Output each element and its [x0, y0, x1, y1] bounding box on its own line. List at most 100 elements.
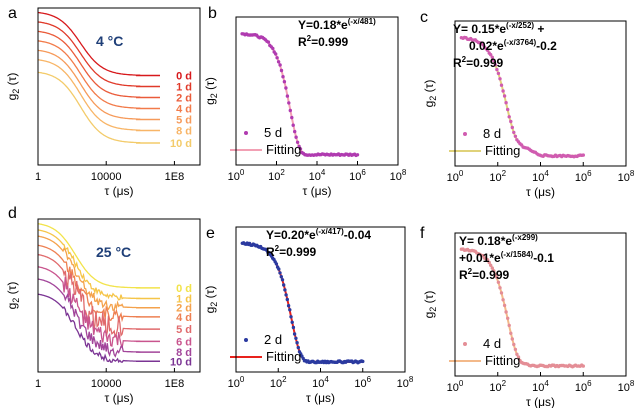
fit-equation-line: R2=0.999	[266, 244, 316, 259]
data-point	[290, 320, 294, 324]
fit-equation-line: Y= 0.18*e(-x299)	[459, 233, 538, 248]
y-label-sub: 2	[428, 96, 438, 101]
fit-equation-line: 0.02*e(-x/3764)-0.2	[469, 38, 557, 53]
data-point	[498, 286, 502, 290]
tick-base: 10	[489, 172, 501, 184]
fit-equation-line: Y=0.20*e(-x/417)-0.04	[266, 227, 371, 242]
data-point	[510, 337, 514, 341]
tick-exp: 6	[587, 169, 592, 178]
data-point	[499, 291, 504, 295]
tick-base: 10	[309, 171, 321, 183]
y-label-sub: 2	[11, 298, 21, 303]
y-label-rest: (τ)	[422, 291, 436, 307]
legend-label: Fitting	[485, 143, 520, 158]
data-point	[287, 101, 291, 105]
legend-marker-dot	[463, 342, 467, 346]
x-tick-label-b: 106	[349, 168, 366, 183]
legend-label: 5 d	[264, 125, 282, 140]
data-point	[509, 119, 513, 124]
data-point	[361, 359, 365, 364]
x-axis-label-d: τ (μs)	[105, 391, 134, 405]
x-tick-label-e: 108	[397, 375, 414, 390]
x-tick-label-b: 108	[390, 168, 407, 183]
x-tick-label-a: 1E8	[165, 171, 185, 183]
equation-text: Y=0.20*e	[266, 228, 316, 242]
tick-exp: 2	[502, 379, 507, 388]
data-point	[278, 63, 282, 67]
fit-equation-line: Y=0.18*e(-x/481)	[298, 17, 376, 32]
equation-text: -0.04	[344, 228, 372, 242]
y-label-sub: 2	[209, 93, 219, 98]
data-point	[502, 94, 507, 98]
temperature-annotation: 4 °C	[96, 33, 123, 49]
x-tick-label-f: 104	[532, 379, 549, 394]
x-axis-label-f: τ (μs)	[526, 395, 555, 408]
data-point	[290, 115, 294, 120]
data-point	[581, 364, 585, 368]
data-point	[499, 83, 504, 87]
data-point	[292, 332, 297, 336]
tick-base: 10	[270, 378, 282, 390]
series-line-5d	[37, 49, 141, 120]
data-point	[490, 55, 494, 59]
data-point	[355, 153, 360, 157]
y-label-main: g	[5, 303, 19, 310]
x-tick-label-c: 108	[618, 169, 635, 184]
equation-text: =0.999	[466, 56, 503, 70]
tick-base: 10	[354, 378, 366, 390]
x-axis-label-a: τ (μs)	[105, 184, 134, 198]
panel-label-b: b	[208, 5, 217, 22]
legend-label: 1 d	[176, 82, 192, 94]
legend-label: 0 d	[176, 283, 192, 295]
fit-curve	[461, 248, 584, 367]
equation-text: R	[298, 35, 307, 49]
y-label-rest: (τ)	[203, 286, 217, 302]
panel-a: a 0 d1 d2 d4 d5 d8 d10 d 4 °C 1 10000 1E8 τ (μ…	[5, 5, 201, 198]
tick-exp: 2	[502, 169, 507, 178]
panel-c: cY= 0.15*e(-x/252) +0.02*e(-x/3764)-0.2R…	[420, 9, 635, 199]
equation-superscript: (-x/481)	[348, 17, 376, 26]
tick-exp: 6	[361, 168, 366, 177]
equation-text: +0.01*e	[459, 251, 501, 265]
x-tick-label-c: 102	[489, 169, 506, 184]
series-line-2d	[37, 30, 141, 98]
tick-base: 10	[618, 382, 630, 394]
legend-label: 2 d	[264, 332, 282, 347]
data-point	[281, 75, 285, 79]
y-label-main: g	[422, 101, 436, 108]
y-label-rest: (τ)	[422, 80, 436, 96]
y-label-sub: 2	[209, 302, 219, 307]
legend-label: 0 d	[176, 71, 192, 83]
legend-label: 5 d	[176, 324, 192, 336]
series-line-5d	[37, 253, 141, 338]
data-point	[489, 53, 493, 57]
series-line-8d	[37, 59, 141, 131]
data-point	[298, 147, 303, 151]
panel-label-f: f	[420, 225, 425, 242]
data-point	[496, 280, 501, 284]
series-line-1d	[37, 21, 141, 87]
x-tick-label-e: 106	[354, 375, 371, 390]
data-point	[283, 288, 287, 292]
axis-frame-a	[37, 7, 201, 166]
legend-marker-dot	[244, 338, 248, 342]
fit-equation-line: +0.01*e(-x/1584)-0.1	[459, 250, 554, 265]
data-point	[280, 278, 285, 282]
data-point	[501, 89, 505, 93]
fit-curve	[242, 242, 363, 363]
series-line-0d	[37, 223, 141, 289]
tick-exp: 0	[240, 375, 245, 384]
data-point	[510, 125, 514, 130]
tick-base: 10	[312, 378, 324, 390]
data-point	[487, 260, 491, 265]
y-axis-label-a: g2 (τ)	[5, 73, 21, 101]
legend-label: 8 d	[176, 125, 192, 137]
equation-text: R	[459, 268, 468, 282]
tick-base: 10	[349, 171, 361, 183]
legend-label: 1 d	[176, 294, 192, 306]
panel-f: f Y= 0.18*e(-x299)+0.01*e(-x/1584)-0.1R2=…	[420, 225, 635, 408]
data-point	[279, 275, 283, 279]
data-point	[266, 40, 271, 44]
equation-text: Y= 0.18*e	[459, 234, 512, 248]
equation-text: R	[453, 56, 462, 70]
